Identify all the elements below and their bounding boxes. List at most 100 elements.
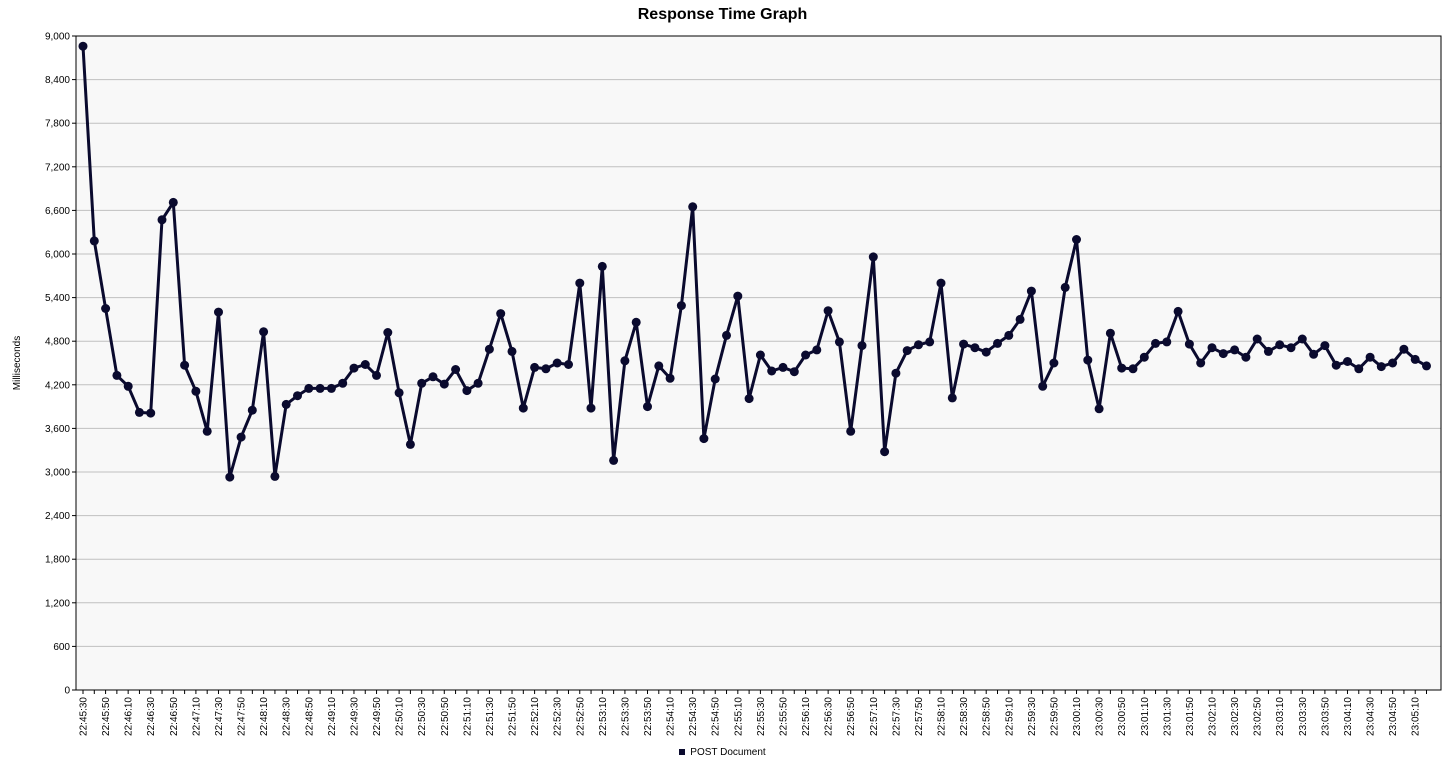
x-tick-label: 23:02:30: [1230, 697, 1241, 736]
y-axis-ticks: 0 600 1,200 1,800 2,400 3,000 3,600 4,200 4,800 5…: [45, 32, 76, 697]
x-tick-label: 22:52:30: [553, 697, 564, 736]
x-tick-label: 23:01:30: [1162, 697, 1173, 736]
data-point: [1207, 343, 1217, 353]
data-point: [1184, 339, 1194, 349]
data-point: [134, 407, 144, 417]
data-point: [202, 426, 212, 436]
x-tick-label: 22:53:30: [620, 697, 631, 736]
y-tick-label: 2,400: [45, 511, 70, 522]
data-point: [484, 344, 494, 354]
data-point: [959, 339, 969, 349]
y-tick-label: 7,800: [45, 119, 70, 130]
x-tick-label: 22:56:10: [801, 697, 812, 736]
data-point: [857, 341, 867, 351]
data-point: [846, 426, 856, 436]
data-point: [699, 434, 709, 444]
x-tick-label: 22:53:10: [598, 697, 609, 736]
x-tick-label: 23:00:10: [1072, 697, 1083, 736]
x-tick-label: 22:54:50: [711, 697, 722, 736]
data-point: [123, 381, 133, 391]
x-tick-label: 22:49:10: [327, 697, 338, 736]
data-point: [1309, 349, 1319, 359]
x-tick-label: 22:58:30: [959, 697, 970, 736]
x-tick-label: 22:48:30: [282, 697, 293, 736]
data-point: [676, 301, 686, 311]
x-tick-label: 23:01:50: [1185, 697, 1196, 736]
data-point: [428, 372, 438, 382]
data-point: [1117, 363, 1127, 373]
x-tick-label: 22:47:30: [214, 697, 225, 736]
data-point: [1196, 358, 1206, 368]
data-point: [360, 360, 370, 369]
data-point: [394, 388, 404, 398]
data-point: [993, 338, 1002, 348]
data-point: [812, 345, 822, 355]
data-point: [586, 403, 596, 413]
data-point: [1072, 235, 1081, 244]
data-point: [710, 374, 720, 384]
x-tick-label: 22:59:10: [1004, 697, 1015, 736]
data-point: [1354, 364, 1364, 374]
plot-border: [75, 35, 1442, 691]
data-point: [643, 402, 652, 412]
data-point: [1422, 361, 1431, 371]
data-point: [101, 304, 111, 313]
data-point: [1410, 354, 1420, 364]
y-tick-label: 3,600: [45, 424, 70, 435]
data-point: [214, 307, 223, 317]
x-tick-label: 22:53:50: [643, 697, 654, 736]
data-point: [1173, 306, 1183, 316]
x-tick-label: 22:55:10: [733, 697, 744, 736]
x-tick-label: 23:05:10: [1411, 697, 1422, 736]
data-point: [755, 350, 765, 360]
data-point: [293, 391, 302, 401]
data-point: [914, 340, 923, 350]
x-tick-label: 22:57:10: [869, 697, 880, 736]
data-point: [834, 337, 844, 347]
data-point: [507, 346, 517, 356]
x-tick-label: 22:51:30: [485, 697, 496, 736]
x-tick-label: 23:00:50: [1117, 697, 1128, 736]
x-tick-label: 23:04:30: [1366, 697, 1377, 736]
data-point: [552, 358, 562, 368]
data-point: [326, 383, 336, 393]
series-layer: [78, 41, 1431, 482]
x-tick-label: 22:51:10: [462, 697, 473, 736]
data-point: [1263, 346, 1273, 356]
y-tick-label: 1,200: [45, 598, 70, 609]
x-tick-label: 22:59:50: [1049, 697, 1060, 736]
x-tick-label: 22:46:10: [124, 697, 135, 736]
x-tick-label: 22:51:50: [508, 697, 519, 736]
x-tick-label: 22:47:50: [237, 697, 248, 736]
data-point: [180, 360, 190, 370]
x-tick-label: 22:56:50: [846, 697, 857, 736]
data-point: [1286, 343, 1296, 353]
y-tick-label: 7,200: [45, 162, 70, 173]
x-tick-label: 22:46:50: [169, 697, 180, 736]
y-tick-label: 9,000: [45, 32, 70, 43]
x-tick-label: 22:47:10: [191, 697, 202, 736]
x-tick-label: 22:49:30: [349, 697, 360, 736]
data-point: [1060, 282, 1070, 292]
data-point: [462, 386, 472, 396]
legend-label: POST Document: [690, 747, 766, 758]
data-point: [1094, 404, 1104, 414]
data-point: [451, 365, 461, 374]
data-point: [191, 386, 201, 396]
data-point: [530, 362, 540, 372]
x-tick-label: 23:04:50: [1388, 697, 1399, 736]
data-point: [338, 378, 348, 388]
data-point: [372, 370, 381, 380]
legend-swatch: [679, 749, 686, 756]
y-tick-label: 0: [64, 686, 70, 697]
data-point: [1399, 344, 1409, 354]
x-tick-label: 22:52:50: [575, 697, 586, 736]
x-tick-label: 23:03:30: [1298, 697, 1309, 736]
data-point: [89, 236, 99, 246]
data-point: [541, 364, 551, 374]
data-point: [236, 432, 246, 442]
data-point: [1343, 357, 1352, 366]
data-point: [722, 330, 731, 340]
data-point: [281, 399, 291, 409]
y-axis-label: Milliseconds: [12, 336, 23, 390]
